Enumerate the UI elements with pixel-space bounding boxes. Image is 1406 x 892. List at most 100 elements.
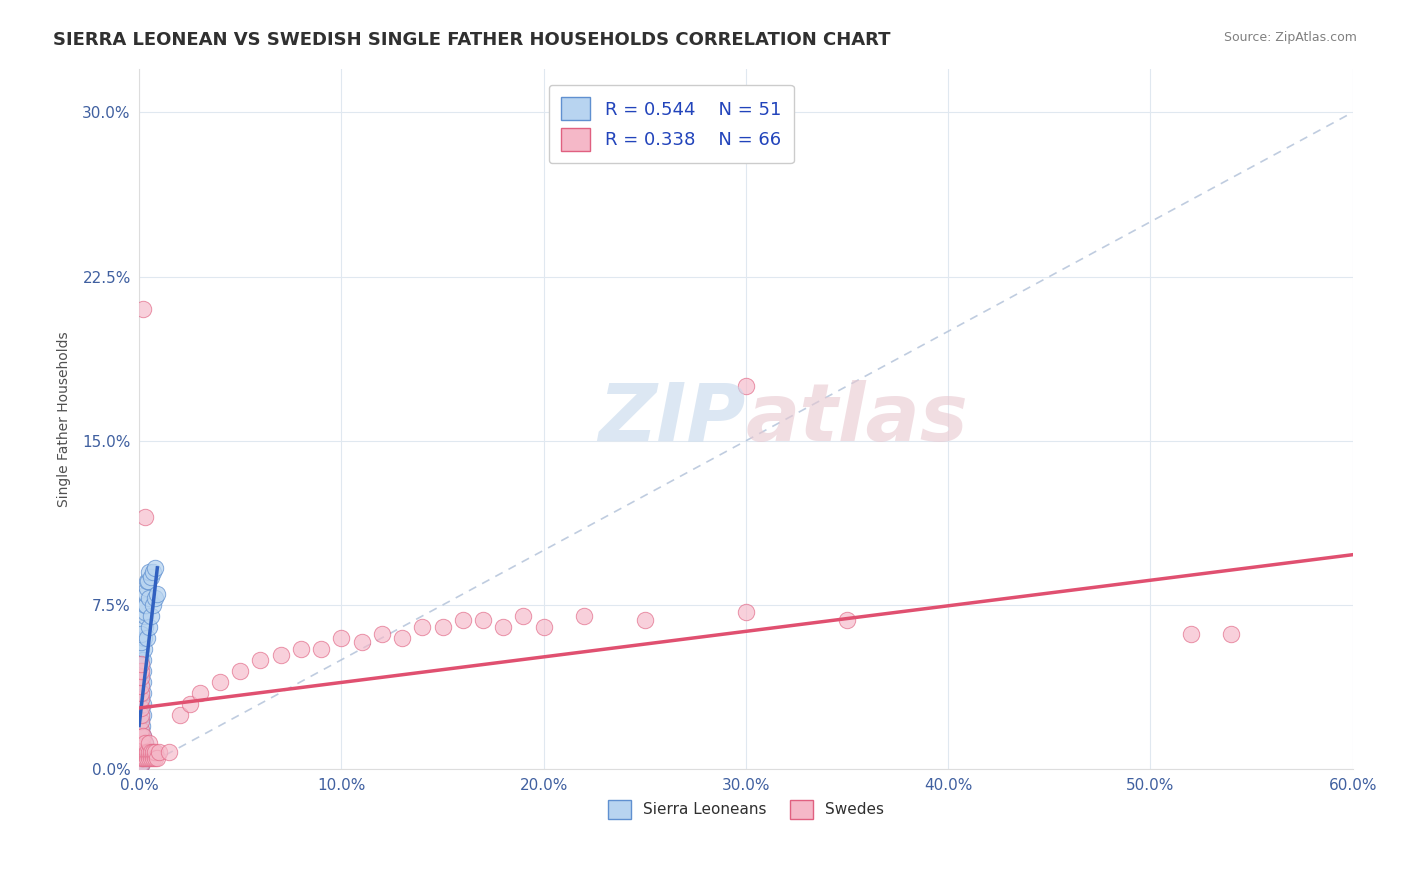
Point (135, 587, 157, 601)
Point (131, 718, 153, 732)
Y-axis label: Single Father Households: Single Father Households (58, 331, 72, 507)
Point (132, 664, 155, 678)
Point (131, 749, 153, 764)
Point (135, 598, 157, 612)
Point (129, 745, 152, 759)
Point (129, 707, 152, 722)
Point (138, 745, 160, 759)
Point (129, 714, 152, 728)
Point (138, 565, 160, 579)
Point (270, 648, 292, 663)
Point (134, 751, 156, 765)
Point (131, 730, 153, 744)
Point (309, 641, 332, 656)
Point (136, 581, 159, 595)
Legend: Sierra Leoneans, Swedes: Sierra Leoneans, Swedes (602, 794, 890, 825)
Point (136, 751, 159, 765)
Point (1180, 626, 1202, 640)
Point (142, 598, 165, 612)
Point (134, 609, 156, 624)
Point (432, 620, 454, 634)
Point (188, 686, 211, 700)
Point (129, 751, 152, 765)
Point (132, 697, 155, 711)
Point (131, 740, 153, 755)
Point (138, 591, 160, 606)
Point (129, 707, 152, 722)
Point (129, 723, 152, 737)
Point (132, 302, 155, 317)
Point (159, 745, 181, 759)
Point (350, 635, 373, 649)
Point (129, 679, 152, 693)
Point (132, 674, 155, 689)
Point (141, 569, 163, 583)
Point (148, 745, 170, 759)
Point (129, 714, 152, 728)
Point (132, 730, 155, 744)
Point (132, 745, 155, 759)
Point (129, 641, 152, 656)
Point (129, 692, 152, 706)
Point (169, 707, 191, 722)
Point (129, 653, 152, 667)
Point (134, 736, 156, 750)
Point (129, 723, 152, 737)
Point (634, 614, 657, 628)
Point (143, 745, 166, 759)
Point (134, 510, 156, 524)
Point (179, 697, 201, 711)
Point (129, 701, 152, 715)
Point (208, 674, 231, 689)
Point (129, 635, 152, 649)
Point (143, 561, 166, 575)
Point (134, 598, 156, 612)
Point (492, 620, 515, 634)
Point (142, 745, 165, 759)
Point (136, 574, 159, 588)
Point (129, 756, 152, 770)
Point (134, 605, 156, 619)
Point (146, 751, 169, 765)
Point (132, 707, 155, 722)
Point (1220, 626, 1243, 640)
Point (391, 631, 413, 645)
Point (134, 620, 156, 634)
Point (129, 686, 152, 700)
Point (136, 574, 159, 588)
Point (129, 697, 152, 711)
Point (129, 626, 152, 640)
Point (290, 641, 312, 656)
Point (472, 614, 495, 628)
Point (249, 653, 271, 667)
Point (142, 565, 165, 579)
Point (141, 751, 163, 765)
Point (129, 657, 152, 672)
Point (229, 664, 252, 678)
Text: ZIP: ZIP (599, 380, 747, 458)
Point (330, 631, 353, 645)
Point (131, 756, 153, 770)
Point (735, 379, 758, 393)
Point (136, 631, 159, 645)
Point (141, 609, 163, 624)
Point (143, 591, 166, 606)
Point (134, 631, 156, 645)
Point (132, 740, 155, 755)
Point (146, 587, 169, 601)
Point (129, 664, 152, 678)
Point (143, 751, 166, 765)
Point (129, 736, 152, 750)
Point (134, 736, 156, 750)
Point (129, 686, 152, 700)
Point (129, 674, 152, 689)
Point (129, 745, 152, 759)
Point (138, 751, 160, 765)
Point (411, 620, 433, 634)
Point (131, 751, 153, 765)
Text: Source: ZipAtlas.com: Source: ZipAtlas.com (1223, 31, 1357, 45)
Point (136, 745, 159, 759)
Point (141, 745, 163, 759)
Point (138, 736, 160, 750)
Point (142, 751, 165, 765)
